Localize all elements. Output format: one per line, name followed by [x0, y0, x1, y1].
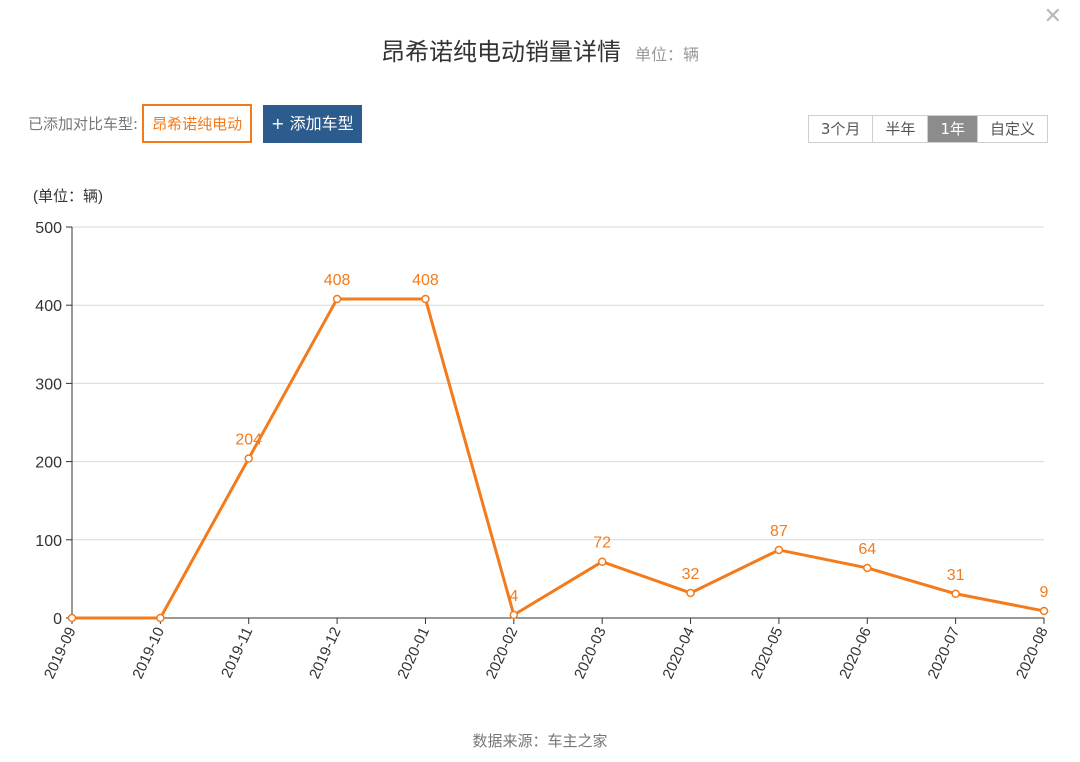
data-label: 32	[682, 566, 700, 583]
y-axis-label: (单位：辆)	[33, 188, 103, 205]
data-source: 数据来源：车主之家	[472, 732, 608, 750]
data-point	[156, 613, 165, 623]
x-tick-label: 2020-02	[483, 625, 522, 682]
data-point	[332, 294, 342, 304]
range-3-months[interactable]: 3个月	[808, 116, 873, 142]
data-label: 64	[858, 541, 876, 558]
y-tick-label: 500	[35, 220, 62, 237]
data-label: 72	[593, 535, 611, 552]
data-point	[686, 588, 695, 598]
data-point	[863, 563, 872, 573]
range-half-year[interactable]: 半年	[872, 116, 928, 142]
compare-label: 已添加对比车型:	[28, 115, 139, 133]
data-point	[67, 613, 77, 623]
series-line	[72, 297, 1045, 620]
add-model-button[interactable]: + 添加车型	[263, 104, 362, 143]
x-tick-label: 2019-12	[306, 625, 345, 682]
page-title: 昂希诺纯电动销量详情	[380, 38, 621, 66]
data-point	[774, 545, 784, 555]
data-point	[421, 294, 430, 304]
data-label: 87	[770, 523, 788, 540]
range-custom[interactable]: 自定义	[976, 116, 1047, 142]
compare-model-tag[interactable]: 昂希诺纯电动	[142, 104, 253, 143]
data-point	[509, 610, 519, 620]
data-label: 408	[412, 272, 439, 289]
data-label: 204	[235, 431, 262, 448]
x-tick-label: 2020-03	[571, 625, 610, 682]
y-tick-label: 200	[35, 455, 62, 472]
y-tick-label: 100	[35, 533, 62, 550]
compare-bar: 已添加对比车型: 昂希诺纯电动 + 添加车型	[28, 104, 362, 143]
x-tick-label: 2020-05	[748, 625, 787, 682]
close-icon[interactable]: ✕	[1043, 4, 1062, 29]
x-tick-label: 2019-09	[41, 625, 80, 682]
header: 昂希诺纯电动销量详情 单位：辆	[0, 32, 1080, 67]
x-tick-label: 2020-08	[1013, 625, 1052, 682]
x-tick-label: 2019-11	[218, 625, 256, 681]
y-tick-label: 0	[53, 611, 62, 628]
x-tick-label: 2020-06	[836, 625, 875, 682]
data-point	[1039, 606, 1049, 616]
data-label: 9	[1040, 584, 1049, 601]
range-selector: 3个月 半年 1年 自定义	[807, 115, 1048, 143]
x-tick-label: 2020-07	[925, 625, 964, 682]
x-tick-label: 2020-01	[394, 625, 433, 682]
y-tick-label: 300	[35, 376, 62, 393]
data-point	[597, 557, 607, 566]
range-1-year[interactable]: 1年	[927, 116, 977, 142]
data-label: 4	[509, 588, 518, 605]
y-tick-label: 400	[35, 298, 62, 315]
data-point	[244, 454, 253, 463]
data-label: 408	[324, 272, 351, 289]
data-point	[951, 589, 960, 599]
x-tick-label: 2020-04	[659, 625, 698, 682]
x-tick-label: 2019-10	[129, 625, 168, 682]
data-label: 31	[947, 567, 965, 584]
unit-label: 单位：辆	[634, 45, 699, 64]
